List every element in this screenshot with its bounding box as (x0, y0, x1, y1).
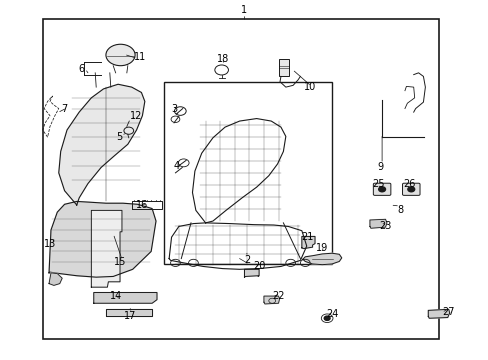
Polygon shape (301, 237, 314, 249)
Text: 19: 19 (316, 243, 328, 253)
Text: 26: 26 (403, 179, 415, 189)
Text: 21: 21 (301, 232, 313, 242)
Circle shape (407, 187, 414, 192)
Text: 10: 10 (304, 82, 316, 92)
Polygon shape (264, 296, 279, 304)
Polygon shape (94, 293, 157, 303)
FancyBboxPatch shape (372, 183, 390, 195)
Text: 13: 13 (44, 239, 56, 249)
Text: 9: 9 (377, 162, 383, 172)
Text: 22: 22 (272, 291, 284, 301)
FancyBboxPatch shape (402, 183, 419, 195)
Polygon shape (427, 309, 449, 318)
Circle shape (324, 316, 329, 320)
Text: 18: 18 (216, 54, 228, 64)
Text: 16: 16 (136, 200, 148, 210)
Polygon shape (59, 84, 144, 205)
Circle shape (378, 187, 385, 192)
Polygon shape (244, 269, 259, 277)
Text: 6: 6 (79, 64, 84, 74)
Text: 15: 15 (114, 257, 126, 267)
Ellipse shape (106, 44, 135, 66)
Text: 20: 20 (252, 261, 264, 271)
Bar (278, 59, 288, 76)
Polygon shape (49, 273, 62, 285)
Text: 27: 27 (442, 307, 454, 317)
Text: 2: 2 (244, 255, 249, 265)
Text: 5: 5 (116, 132, 122, 142)
Text: 23: 23 (379, 221, 391, 231)
Text: 3: 3 (171, 104, 177, 113)
Text: 24: 24 (325, 309, 338, 319)
Polygon shape (91, 210, 122, 287)
Text: 1: 1 (241, 5, 247, 15)
Bar (164, 82, 331, 264)
Text: 14: 14 (109, 291, 122, 301)
Polygon shape (106, 309, 152, 316)
Polygon shape (302, 253, 341, 265)
Text: 17: 17 (124, 311, 136, 321)
Text: 4: 4 (173, 161, 179, 171)
Text: 12: 12 (130, 111, 142, 121)
Text: 7: 7 (61, 104, 67, 113)
Text: 25: 25 (371, 179, 384, 189)
Text: 8: 8 (396, 205, 402, 215)
Polygon shape (369, 219, 386, 228)
Bar (42, 19, 438, 339)
Text: 11: 11 (134, 52, 146, 62)
Polygon shape (49, 202, 156, 277)
